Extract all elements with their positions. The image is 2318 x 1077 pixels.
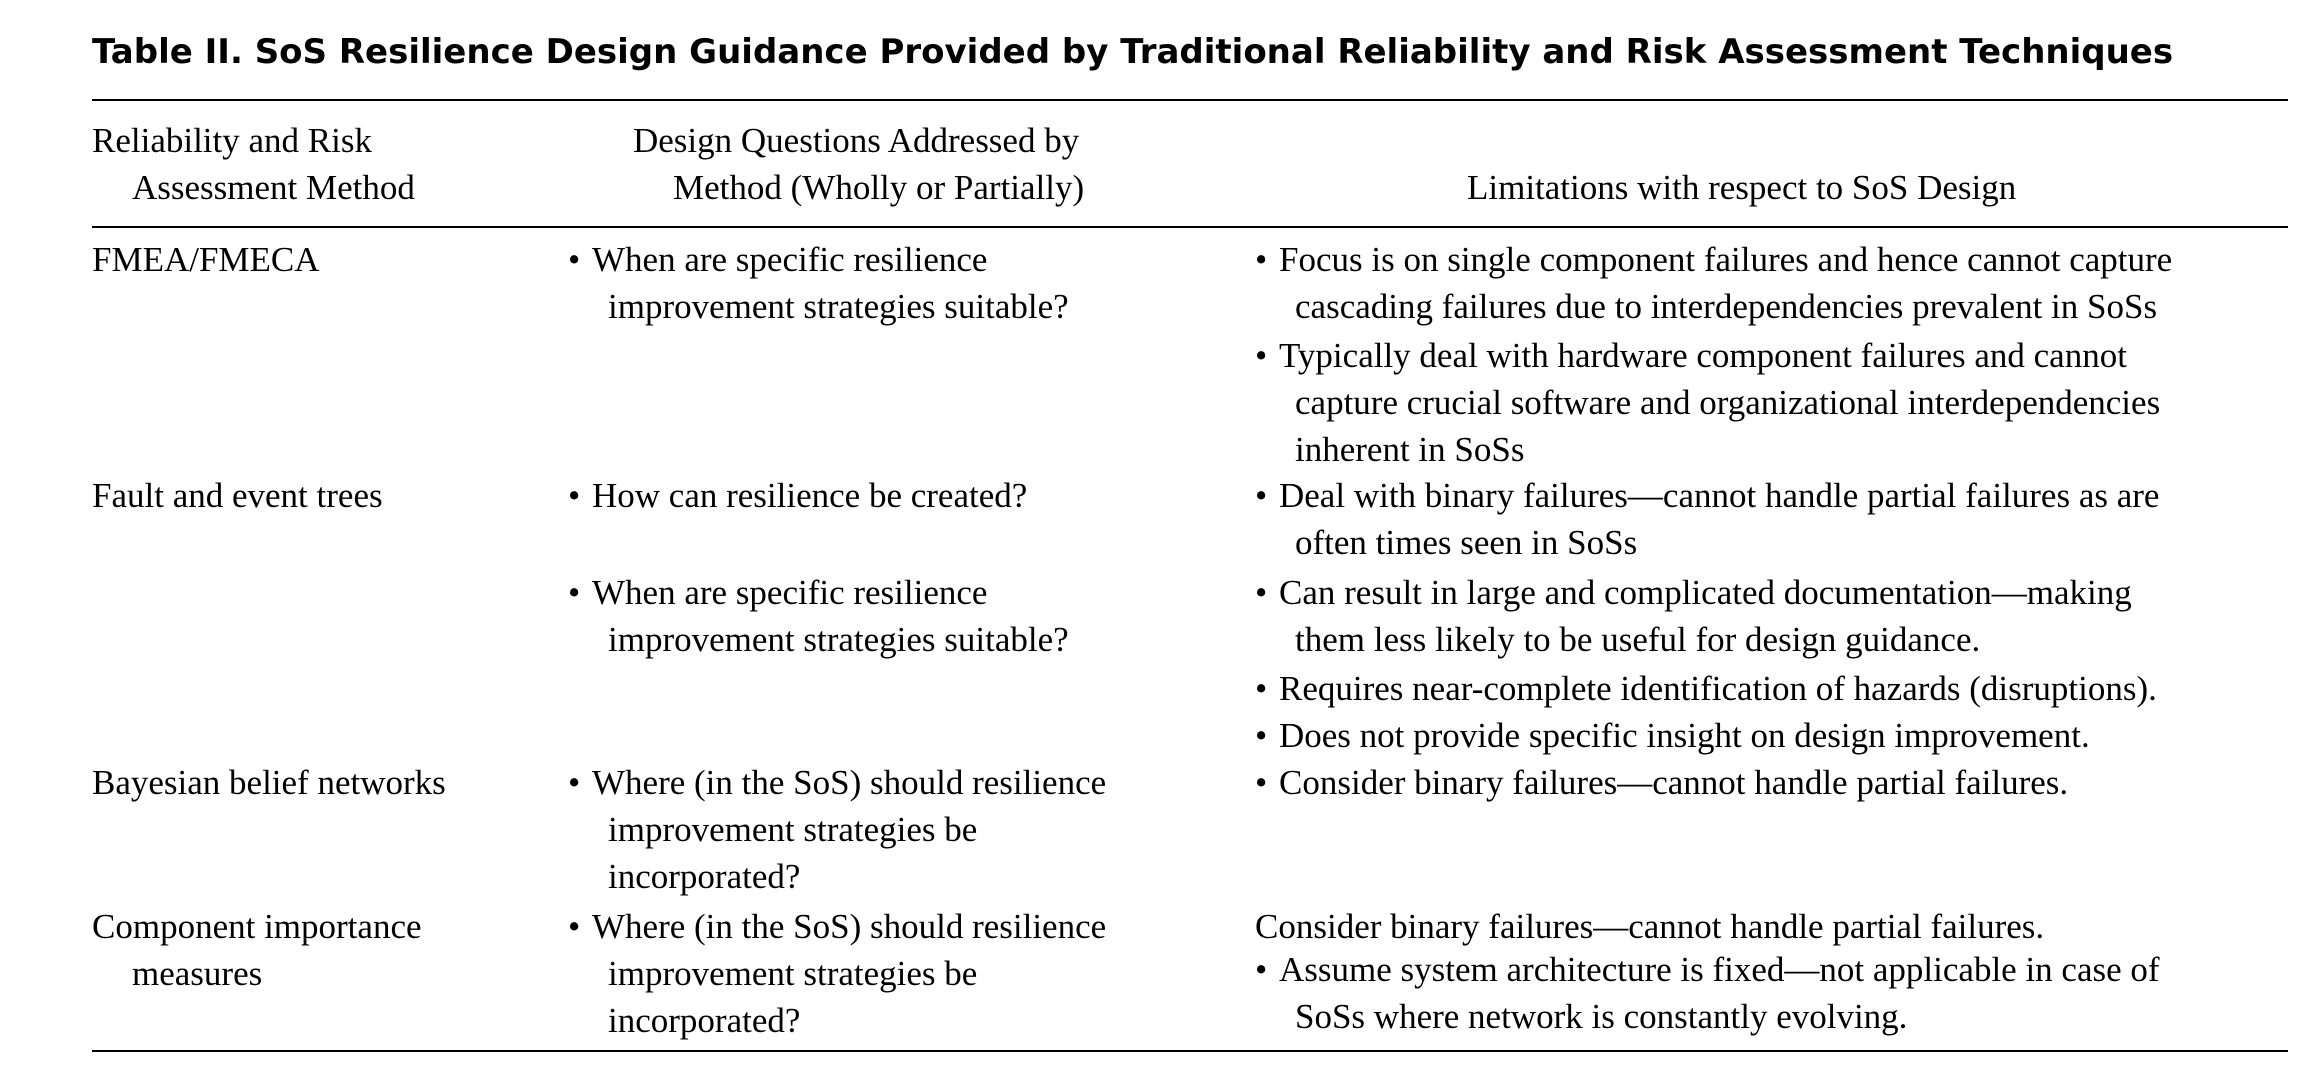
row-question: • Where (in the SoS) should resilience im… xyxy=(568,907,1107,1040)
row-limitation: • Deal with binary failures—cannot handle… xyxy=(1255,476,2160,562)
row-question: • Where (in the SoS) should resilience im… xyxy=(568,763,1107,896)
row-limitation: • Requires near-complete identification o… xyxy=(1255,669,2157,708)
row-method-component-importance: Component importance measures xyxy=(92,907,422,993)
row-limitation-plain: Consider binary failures—cannot handle p… xyxy=(1255,907,2045,946)
table-caption: Table II. SoS Resilience Design Guidance… xyxy=(92,32,2174,72)
row-limitation: • Can result in large and complicated doc… xyxy=(1255,573,2132,659)
row-question: • How can resilience be created? xyxy=(568,476,1028,515)
header-method: Reliability and Risk Assessment Method xyxy=(92,121,415,207)
row-method-fault-trees: Fault and event trees xyxy=(92,476,383,515)
row-method-bayesian: Bayesian belief networks xyxy=(92,763,446,802)
row-limitation: • Focus is on single component failures a… xyxy=(1255,240,2173,326)
row-limitation: • Consider binary failures—cannot handle … xyxy=(1255,763,2069,802)
table-bottom-rule xyxy=(92,1050,2288,1052)
row-limitation: • Typically deal with hardware component … xyxy=(1255,336,2161,469)
table-top-rule xyxy=(92,99,2288,101)
row-limitation: • Does not provide specific insight on de… xyxy=(1255,716,2090,755)
header-rule xyxy=(92,226,2288,228)
row-method-fmea: FMEA/FMECA xyxy=(92,240,320,279)
header-questions: Design Questions Addressed by Method (Wh… xyxy=(633,121,1085,207)
row-limitation: • Assume system architecture is fixed—not… xyxy=(1255,950,2160,1036)
row-question: • When are specific resilience improvemen… xyxy=(568,240,1069,326)
row-question: • When are specific resilience improvemen… xyxy=(568,573,1069,659)
header-limitations: Limitations with respect to SoS Design xyxy=(1467,168,2017,207)
